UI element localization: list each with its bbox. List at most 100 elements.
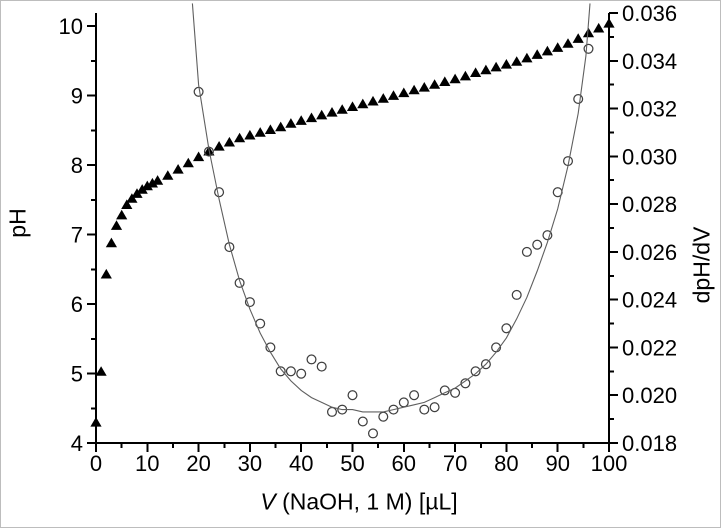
titration-point — [572, 33, 584, 43]
titration-point — [552, 42, 564, 52]
derivative-point — [234, 277, 245, 288]
derivative-point — [326, 406, 338, 417]
x-tick-label: 50 — [340, 451, 364, 476]
titration-point — [105, 237, 117, 248]
derivative-point — [306, 354, 317, 365]
titration-point — [531, 49, 543, 59]
right-tick-label: 0.020 — [622, 383, 677, 408]
titration-point — [357, 98, 369, 109]
titration-point — [121, 199, 133, 209]
titration-point — [264, 124, 276, 134]
titration-point — [223, 136, 235, 147]
series-ph-titration — [90, 18, 615, 427]
titration-point — [500, 59, 512, 69]
right-tick-label: 0.018 — [622, 431, 677, 456]
derivative-point — [583, 43, 594, 54]
titration-point — [470, 67, 482, 77]
titration-point — [141, 180, 153, 191]
titration-point — [326, 107, 338, 117]
derivative-point — [439, 385, 450, 396]
titration-point — [439, 76, 451, 86]
x-axis-title-variable: V — [260, 488, 276, 515]
titration-point — [95, 366, 107, 376]
derivative-point — [542, 230, 553, 241]
titration-point — [398, 87, 410, 98]
titration-point — [541, 45, 553, 56]
x-tick-label: 70 — [443, 451, 467, 476]
derivative-point — [347, 390, 358, 401]
titration-point — [429, 79, 441, 89]
derivative-point — [378, 411, 389, 422]
titration-point — [213, 141, 225, 151]
titration-point — [377, 93, 389, 103]
x-axis-title-units: (NaOH, 1 M) [µL] — [275, 488, 458, 515]
derivative-point — [316, 361, 327, 372]
tick-labels: 0 10 20 30 40 50 60 70 80 90 100 4 5 6 7 8 9 10 0.018 0.020… — [59, 1, 678, 476]
x-tick-label: 20 — [186, 451, 210, 476]
derivative-point — [573, 93, 584, 105]
derivative-point — [357, 416, 368, 427]
titration-point — [305, 112, 318, 123]
x-tick-label: 100 — [591, 451, 628, 476]
derivative-point — [244, 297, 255, 308]
titration-point — [244, 129, 256, 140]
x-tick-label: 0 — [90, 451, 102, 476]
derivative-point — [480, 359, 491, 370]
x-tick-label: 10 — [135, 451, 159, 476]
derivative-point — [470, 366, 481, 377]
left-tick-label: 5 — [71, 362, 83, 387]
derivative-point — [409, 390, 420, 401]
right-tick-label: 0.030 — [622, 144, 677, 169]
x-tick-label: 80 — [494, 451, 518, 476]
titration-point — [295, 115, 307, 125]
derivative-point — [214, 187, 225, 198]
titration-point — [336, 104, 348, 114]
titration-point — [126, 193, 138, 203]
titration-point — [110, 220, 123, 230]
titration-point — [582, 27, 595, 38]
derivative-point — [521, 246, 532, 257]
right-tick-label: 0.026 — [622, 240, 677, 265]
titration-point — [193, 151, 205, 162]
titration-point — [449, 73, 461, 84]
right-tick-label: 0.032 — [622, 97, 677, 122]
x-tick-label: 60 — [392, 451, 416, 476]
titration-point — [146, 177, 158, 188]
titration-point — [234, 132, 246, 143]
tick-marks — [87, 12, 618, 452]
left-axis-title: pH — [4, 208, 31, 238]
derivative-point — [275, 366, 286, 377]
titration-point — [316, 109, 328, 120]
titration-point — [275, 121, 287, 132]
titration-point — [172, 164, 184, 174]
x-tick-label: 30 — [238, 451, 262, 476]
fit-curve — [191, 3, 591, 413]
derivative-point — [296, 368, 307, 379]
right-axis-title: dpH/dV — [688, 226, 715, 304]
derivative-point — [367, 428, 379, 439]
titration-point — [490, 61, 502, 72]
titration-point — [367, 95, 379, 106]
left-tick-label: 10 — [59, 14, 83, 39]
axes — [94, 13, 611, 445]
titration-point — [511, 56, 523, 66]
titration-point — [521, 52, 533, 63]
series-dphdv — [193, 43, 594, 439]
right-tick-label: 0.022 — [622, 335, 677, 360]
titration-point — [593, 22, 605, 33]
x-tick-label: 40 — [289, 451, 313, 476]
titration-point — [562, 38, 574, 48]
titration-point — [459, 70, 471, 81]
right-tick-label: 0.036 — [622, 1, 677, 26]
titration-point — [408, 84, 420, 95]
titration-point — [182, 157, 194, 168]
titration-point — [418, 82, 430, 92]
titration-point — [116, 209, 128, 220]
titration-point — [480, 64, 492, 75]
x-axis-title: V (NaOH, 1 M) [µL] — [260, 488, 458, 515]
derivative-point — [511, 289, 522, 300]
titration-point — [603, 18, 615, 28]
right-tick-label: 0.028 — [622, 192, 677, 217]
